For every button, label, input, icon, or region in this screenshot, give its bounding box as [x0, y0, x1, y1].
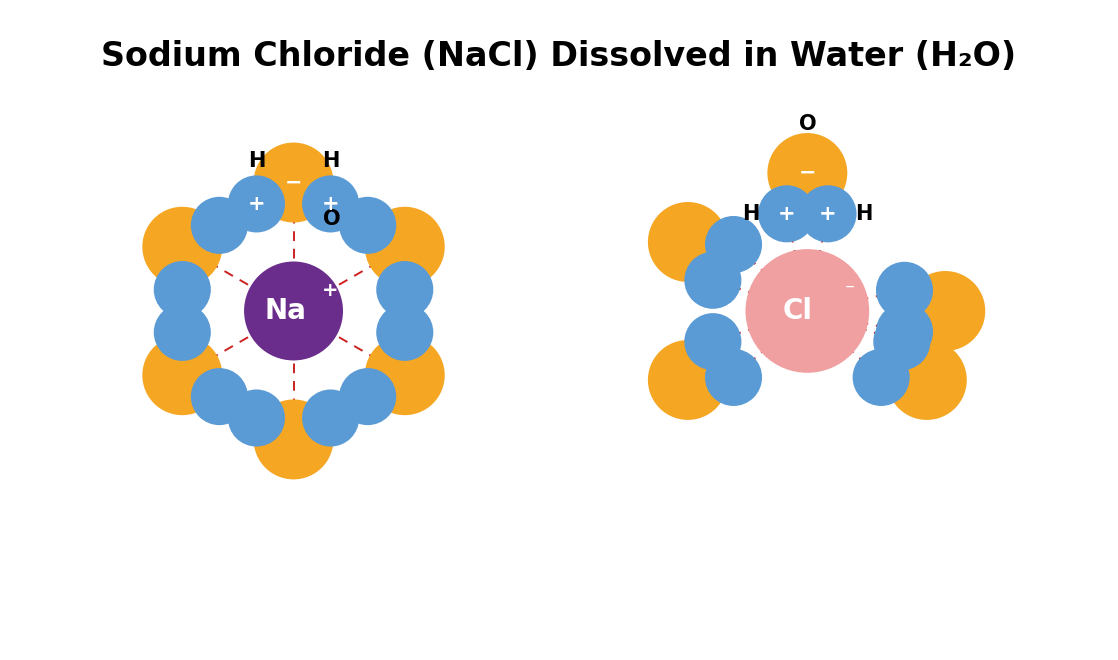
- Text: −: −: [285, 172, 302, 193]
- Circle shape: [377, 304, 434, 361]
- Text: O: O: [323, 209, 340, 228]
- Text: Na: Na: [265, 297, 306, 325]
- Text: H: H: [742, 204, 759, 224]
- Circle shape: [339, 368, 396, 425]
- Circle shape: [254, 143, 333, 222]
- Text: −: −: [798, 163, 816, 183]
- Circle shape: [705, 216, 762, 273]
- Circle shape: [853, 349, 910, 406]
- Circle shape: [758, 185, 815, 242]
- Text: Sodium Chloride (NaCl) Dissolved in Water (H₂O): Sodium Chloride (NaCl) Dissolved in Wate…: [102, 40, 1016, 73]
- Text: H: H: [248, 151, 265, 171]
- Circle shape: [767, 133, 847, 213]
- Text: Cl: Cl: [783, 297, 813, 325]
- Circle shape: [191, 368, 248, 425]
- Circle shape: [684, 251, 741, 309]
- Circle shape: [906, 271, 985, 351]
- Text: H: H: [322, 151, 339, 171]
- Circle shape: [887, 340, 967, 420]
- Circle shape: [339, 197, 396, 254]
- Circle shape: [191, 197, 248, 254]
- Text: ⁻: ⁻: [845, 280, 855, 300]
- Circle shape: [746, 249, 869, 373]
- Circle shape: [799, 185, 856, 242]
- Circle shape: [364, 207, 445, 286]
- Circle shape: [377, 261, 434, 318]
- Text: +: +: [778, 204, 796, 224]
- Text: +: +: [322, 280, 338, 300]
- Circle shape: [302, 176, 359, 232]
- Circle shape: [873, 313, 930, 370]
- Circle shape: [648, 340, 728, 420]
- Circle shape: [154, 304, 211, 361]
- Circle shape: [254, 399, 333, 479]
- Text: +: +: [248, 194, 265, 214]
- Circle shape: [142, 207, 222, 286]
- Circle shape: [877, 303, 934, 360]
- Text: O: O: [798, 114, 816, 133]
- Text: +: +: [819, 204, 836, 224]
- Circle shape: [684, 313, 741, 370]
- Text: +: +: [322, 194, 340, 214]
- Circle shape: [142, 335, 222, 415]
- Circle shape: [302, 389, 359, 447]
- Circle shape: [648, 202, 728, 282]
- Circle shape: [244, 261, 343, 360]
- Circle shape: [877, 262, 934, 319]
- Circle shape: [154, 261, 211, 318]
- Circle shape: [705, 349, 762, 406]
- Circle shape: [228, 389, 285, 447]
- Circle shape: [364, 335, 445, 415]
- Text: H: H: [855, 204, 873, 224]
- Circle shape: [228, 176, 285, 232]
